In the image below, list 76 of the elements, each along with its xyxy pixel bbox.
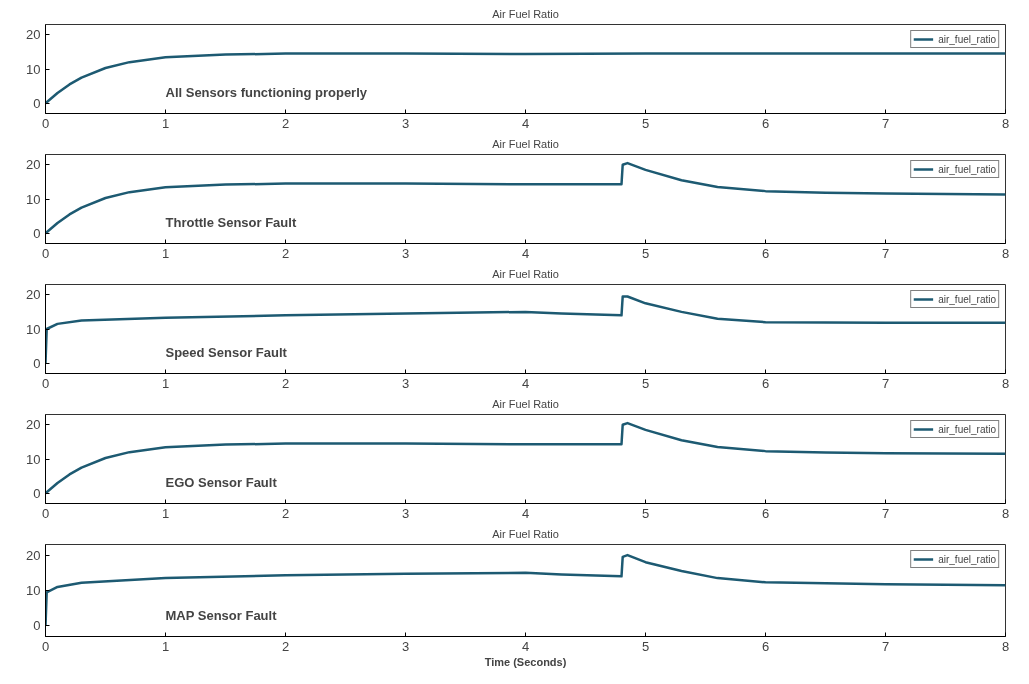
line-series [45, 52, 1006, 105]
x-tick-label: 3 [401, 375, 410, 391]
x-tick-label: 3 [401, 245, 410, 261]
x-tick-label: 6 [761, 245, 770, 261]
chart-title: Air Fuel Ratio [492, 527, 559, 540]
x-tick-label: 2 [281, 245, 290, 261]
x-tick-label: 7 [881, 115, 890, 131]
chart-title: Air Fuel Ratio [492, 7, 559, 20]
x-tick-label: 4 [521, 505, 530, 521]
x-axis-title: Time (Seconds) [484, 655, 567, 668]
x-tick-label: 1 [161, 375, 170, 391]
x-tick-label: 5 [641, 375, 650, 391]
x-tick-label: 2 [281, 375, 290, 391]
y-tick-label: 20 [26, 27, 41, 43]
y-tick-label: 0 [33, 618, 41, 634]
annotation: All Sensors functioning properly [165, 84, 368, 100]
x-tick-label: 5 [641, 115, 650, 131]
x-tick-label: 3 [401, 115, 410, 131]
x-tick-label: 8 [1001, 505, 1010, 521]
x-tick-label: 5 [641, 245, 650, 261]
y-tick-label: 20 [26, 547, 41, 563]
y-tick-label: 0 [33, 225, 41, 241]
x-tick-label: 8 [1001, 115, 1010, 131]
x-tick-label: 5 [641, 505, 650, 521]
legend-label: air_fuel_ratio [938, 163, 996, 175]
y-tick-label: 20 [26, 417, 41, 433]
x-tick-label: 2 [281, 505, 290, 521]
x-tick-label: 7 [881, 245, 890, 261]
chart-title: Air Fuel Ratio [492, 137, 559, 150]
x-tick-label: 7 [881, 375, 890, 391]
line-series [45, 553, 1006, 628]
x-tick-label: 7 [881, 638, 890, 654]
y-tick-label: 0 [33, 485, 41, 501]
x-tick-label: 3 [401, 638, 410, 654]
x-tick-label: 8 [1001, 375, 1010, 391]
annotation: Speed Sensor Fault [165, 344, 288, 360]
y-tick-label: 20 [26, 157, 41, 173]
x-tick-label: 3 [401, 505, 410, 521]
x-tick-label: 4 [521, 375, 530, 391]
y-tick-label: 20 [26, 287, 41, 303]
y-tick-label: 10 [26, 321, 41, 337]
x-tick-label: 1 [161, 115, 170, 131]
x-tick-label: 1 [161, 505, 170, 521]
legend-label: air_fuel_ratio [938, 293, 996, 305]
x-tick-label: 5 [641, 638, 650, 654]
x-tick-label: 1 [161, 245, 170, 261]
line-series [45, 421, 1006, 495]
chart-title: Air Fuel Ratio [492, 397, 559, 410]
y-tick-label: 10 [26, 451, 41, 467]
x-tick-label: 2 [281, 638, 290, 654]
x-tick-label: 4 [521, 638, 530, 654]
x-tick-label: 8 [1001, 638, 1010, 654]
x-tick-label: 8 [1001, 245, 1010, 261]
x-tick-label: 6 [761, 638, 770, 654]
line-series [45, 295, 1006, 365]
x-tick-label: 7 [881, 505, 890, 521]
chart-title: Air Fuel Ratio [492, 267, 559, 280]
legend-label: air_fuel_ratio [938, 33, 996, 45]
y-tick-label: 0 [33, 355, 41, 371]
y-tick-label: 0 [33, 95, 41, 111]
annotation: EGO Sensor Fault [165, 474, 278, 490]
x-tick-label: 6 [761, 115, 770, 131]
x-tick-label: 1 [161, 638, 170, 654]
line-series [45, 161, 1006, 235]
legend-label: air_fuel_ratio [938, 423, 996, 435]
y-tick-label: 10 [26, 583, 41, 598]
y-tick-label: 10 [26, 61, 41, 77]
x-tick-label: 6 [761, 375, 770, 391]
x-tick-label: 2 [281, 115, 290, 131]
x-tick-label: 6 [761, 505, 770, 521]
annotation: MAP Sensor Fault [165, 607, 278, 623]
x-tick-label: 4 [521, 115, 530, 131]
legend-label: air_fuel_ratio [938, 553, 996, 565]
annotation: Throttle Sensor Fault [165, 214, 297, 230]
x-tick-label: 4 [521, 245, 530, 261]
y-tick-label: 10 [26, 191, 41, 207]
